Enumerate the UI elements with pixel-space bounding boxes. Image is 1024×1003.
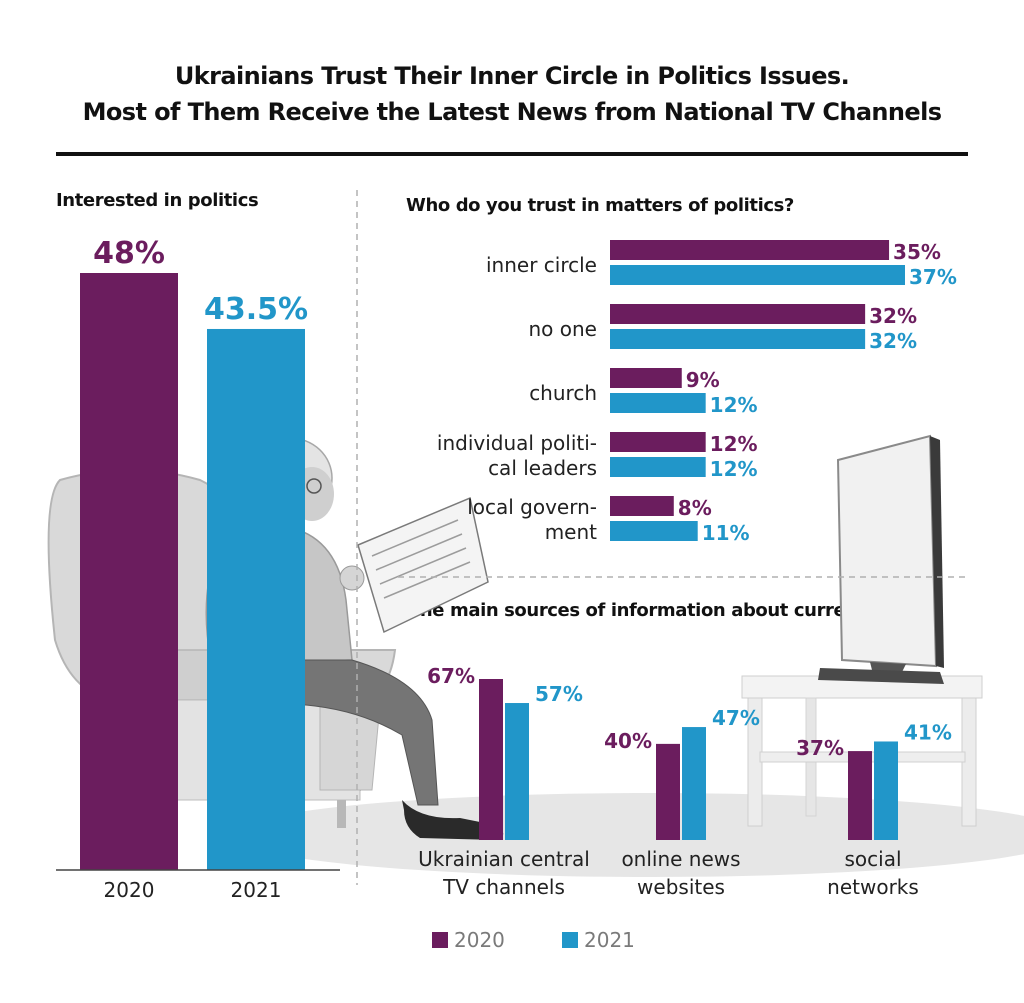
floor-rug bbox=[230, 793, 1024, 877]
source-category-label: TV channels bbox=[442, 875, 565, 899]
source-value-label-2021-2: 41% bbox=[904, 720, 952, 744]
source-category-label: Ukrainian central bbox=[418, 847, 590, 871]
source-category-label: networks bbox=[827, 875, 919, 899]
trust-bar-2020-2 bbox=[610, 368, 682, 388]
tv-set bbox=[818, 434, 944, 684]
interest-tick-label-2021: 2021 bbox=[231, 878, 282, 902]
trust-bar-2020-4 bbox=[610, 496, 674, 516]
trust-value-label-2021-3: 12% bbox=[710, 457, 758, 481]
trust-value-label-2020-2: 9% bbox=[686, 368, 720, 392]
source-bar-2020-2 bbox=[848, 751, 872, 840]
source-value-label-2020-0: 67% bbox=[427, 664, 475, 688]
legend-label-2021: 2021 bbox=[584, 928, 635, 952]
source-category-label: websites bbox=[637, 875, 725, 899]
sources-chart-title: The main sources of information about cu… bbox=[408, 600, 923, 621]
legend-swatch-2020 bbox=[432, 932, 448, 948]
interest-chart-title: Interested in politics bbox=[56, 190, 259, 211]
title-divider bbox=[56, 152, 968, 156]
source-category-label: online news bbox=[621, 847, 740, 871]
trust-bar-2021-4 bbox=[610, 521, 698, 541]
trust-value-label-2021-2: 12% bbox=[710, 393, 758, 417]
legend-2021: 2021 bbox=[562, 928, 635, 952]
title-line-1: Ukrainians Trust Their Inner Circle in P… bbox=[174, 62, 850, 90]
source-category-label: social bbox=[844, 847, 901, 871]
trust-value-label-2020-4: 8% bbox=[678, 496, 712, 520]
infographic-title: Ukrainians Trust Their Inner Circle in P… bbox=[0, 58, 1024, 130]
trust-bar-2021-2 bbox=[610, 393, 706, 413]
trust-value-label-2020-0: 35% bbox=[893, 240, 941, 264]
trust-bar-2020-3 bbox=[610, 432, 706, 452]
source-value-label-2021-1: 47% bbox=[712, 706, 760, 730]
trust-category-label: ment bbox=[545, 520, 597, 544]
source-value-label-2020-1: 40% bbox=[604, 729, 652, 753]
interest-value-label-2020: 48% bbox=[93, 236, 165, 271]
interest-tick-label-2020: 2020 bbox=[104, 878, 155, 902]
legend-2020: 2020 bbox=[432, 928, 505, 952]
trust-bar-2020-0 bbox=[610, 240, 890, 260]
trust-value-label-2020-1: 32% bbox=[869, 304, 917, 328]
interest-value-label-2021: 43.5% bbox=[204, 292, 308, 327]
source-bar-2021-1 bbox=[682, 727, 706, 840]
interest-bar-2020 bbox=[80, 273, 178, 870]
trust-value-label-2021-4: 11% bbox=[702, 521, 750, 545]
interest-bar-2021 bbox=[207, 328, 305, 870]
trust-bar-2021-1 bbox=[610, 329, 866, 349]
trust-value-label-2021-0: 37% bbox=[909, 265, 957, 289]
trust-chart-title: Who do you trust in matters of politics? bbox=[406, 195, 794, 216]
trust-category-label: church bbox=[529, 381, 597, 405]
source-bar-2020-0 bbox=[479, 679, 503, 840]
title-line-2: Most of Them Receive the Latest News fro… bbox=[82, 98, 942, 126]
source-bar-2021-0 bbox=[505, 703, 529, 840]
trust-bar-2021-3 bbox=[610, 457, 706, 477]
source-bar-2020-1 bbox=[656, 743, 680, 840]
source-value-label-2021-0: 57% bbox=[535, 682, 583, 706]
legend-swatch-2021 bbox=[562, 932, 578, 948]
trust-bar-2021-0 bbox=[610, 265, 905, 285]
source-value-label-2020-2: 37% bbox=[796, 736, 844, 760]
trust-category-label: cal leaders bbox=[488, 456, 597, 480]
trust-category-label: no one bbox=[529, 317, 598, 341]
trust-bar-2020-1 bbox=[610, 304, 866, 324]
trust-category-label: individual politi- bbox=[437, 431, 597, 455]
legend-label-2020: 2020 bbox=[454, 928, 505, 952]
trust-value-label-2021-1: 32% bbox=[869, 329, 917, 353]
trust-category-label: inner circle bbox=[486, 253, 597, 277]
source-bar-2021-2 bbox=[874, 741, 898, 840]
trust-value-label-2020-3: 12% bbox=[710, 432, 758, 456]
trust-category-label: local govern- bbox=[467, 495, 597, 519]
